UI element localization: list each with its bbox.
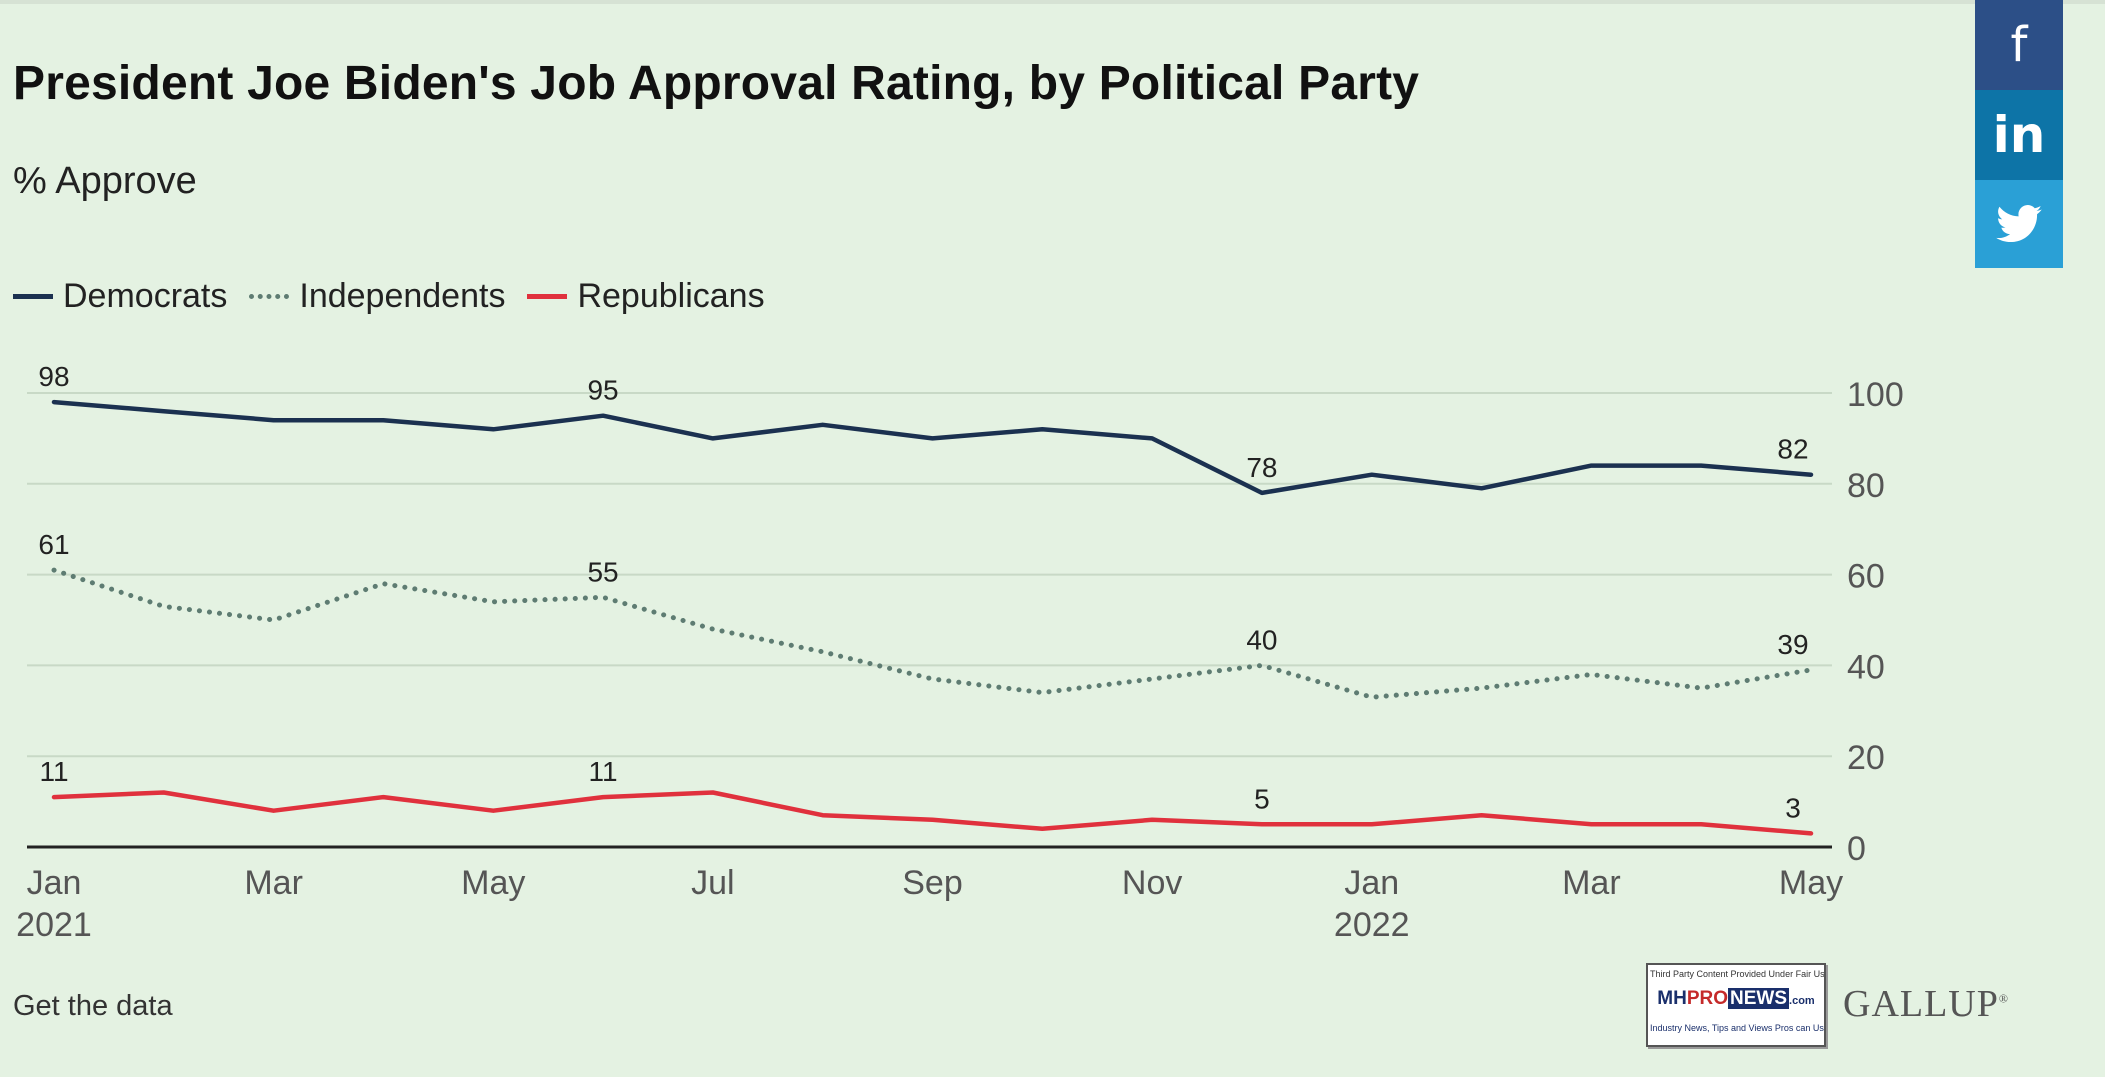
chart-title: President Joe Biden's Job Approval Ratin… bbox=[13, 57, 1420, 110]
series-line-democrats bbox=[51, 399, 1814, 496]
data-label-democrats-2021-12: 78 bbox=[1246, 452, 1277, 483]
gallup-logo: GALLUP® bbox=[1843, 983, 2010, 1025]
legend-swatch-republicans bbox=[527, 293, 568, 299]
x-tick-label-2022-01: Jan bbox=[1344, 864, 1399, 902]
line-chart: 0 20 40 60 80 100 Jan 2021 Mar May Jul Sep Nov Jan 20… bbox=[16, 361, 1904, 944]
mhpronews-logo: MHPRO NEWS .com bbox=[1657, 988, 1815, 1009]
series-lines bbox=[51, 399, 1814, 836]
data-label-democrats-2022-05: 82 bbox=[1777, 434, 1808, 465]
data-label-democrats-2021-06: 95 bbox=[587, 375, 618, 406]
twitter-share-button[interactable] bbox=[1975, 180, 2063, 268]
chart-legend: Democrats Independents Republicans bbox=[13, 274, 787, 318]
legend-swatch-democrats bbox=[13, 293, 53, 299]
y-tick-label-20: 20 bbox=[1847, 739, 1885, 777]
data-label-republicans-2021-01: 11 bbox=[39, 756, 68, 787]
series-line-independents bbox=[51, 567, 1814, 700]
social-share-bar: f in bbox=[1975, 0, 2063, 268]
data-label-independents-2022-05: 39 bbox=[1777, 629, 1808, 660]
series-line-republicans bbox=[51, 790, 1814, 836]
badge-top-text: Third Party Content Provided Under Fair … bbox=[1650, 969, 1825, 979]
data-label-republicans-2021-12: 5 bbox=[1254, 783, 1270, 814]
legend-swatch-independents bbox=[249, 293, 290, 299]
x-tick-label-2022-03: Mar bbox=[1562, 864, 1621, 902]
facebook-share-button[interactable]: f bbox=[1975, 0, 2063, 90]
data-label-republicans-2022-05: 3 bbox=[1785, 792, 1801, 823]
mhpronews-badge: Third Party Content Provided Under Fair … bbox=[1646, 963, 1826, 1047]
y-tick-label-0: 0 bbox=[1847, 830, 1866, 868]
legend-label-republicans: Republicans bbox=[577, 276, 765, 315]
legend-label-democrats: Democrats bbox=[63, 276, 228, 315]
twitter-icon bbox=[1996, 205, 2042, 243]
legend-label-independents: Independents bbox=[299, 276, 506, 315]
x-tick-year-2021-01: 2021 bbox=[16, 906, 92, 944]
facebook-icon: f bbox=[2010, 17, 2028, 73]
x-tick-label-2021-05: May bbox=[461, 864, 525, 902]
y-axis-ticks: 0 20 40 60 80 100 bbox=[1847, 376, 1904, 868]
x-axis-ticks: Jan 2021 Mar May Jul Sep Nov Jan 2022 Mar May bbox=[16, 864, 1843, 944]
data-label-independents-2021-06: 55 bbox=[587, 556, 618, 587]
x-tick-label-2021-03: Mar bbox=[244, 864, 303, 902]
x-tick-label-2021-11: Nov bbox=[1122, 864, 1182, 902]
y-tick-label-60: 60 bbox=[1847, 558, 1885, 596]
linkedin-icon: in bbox=[1992, 106, 2046, 164]
legend-item-republicans[interactable]: Republicans bbox=[527, 276, 765, 316]
data-label-republicans-2021-06: 11 bbox=[589, 756, 618, 787]
chart-subtitle: % Approve bbox=[13, 160, 197, 202]
gridlines bbox=[27, 392, 1832, 849]
badge-tagline: Industry News, Tips and Views Pros can U… bbox=[1650, 1023, 1826, 1033]
x-tick-label-2021-01: Jan bbox=[27, 864, 82, 902]
y-tick-label-100: 100 bbox=[1847, 376, 1904, 414]
x-tick-label-2021-07: Jul bbox=[691, 864, 734, 902]
data-label-independents-2021-01: 61 bbox=[38, 529, 69, 560]
data-label-independents-2021-12: 40 bbox=[1246, 624, 1277, 655]
x-tick-label-2022-05: May bbox=[1779, 864, 1843, 902]
x-tick-label-2021-09: Sep bbox=[902, 864, 963, 902]
y-tick-label-40: 40 bbox=[1847, 648, 1885, 686]
linkedin-share-button[interactable]: in bbox=[1975, 90, 2063, 180]
x-tick-year-2022-01: 2022 bbox=[1334, 906, 1410, 944]
data-label-democrats-2021-01: 98 bbox=[38, 361, 69, 392]
data-labels: 98 95 78 82 61 55 40 39 11 11 5 3 bbox=[38, 361, 1808, 823]
y-tick-label-80: 80 bbox=[1847, 467, 1885, 505]
legend-item-democrats[interactable]: Democrats bbox=[13, 277, 227, 316]
legend-item-independents[interactable]: Independents bbox=[249, 277, 505, 316]
top-border bbox=[0, 0, 2105, 4]
get-the-data-link[interactable]: Get the data bbox=[13, 990, 173, 1022]
